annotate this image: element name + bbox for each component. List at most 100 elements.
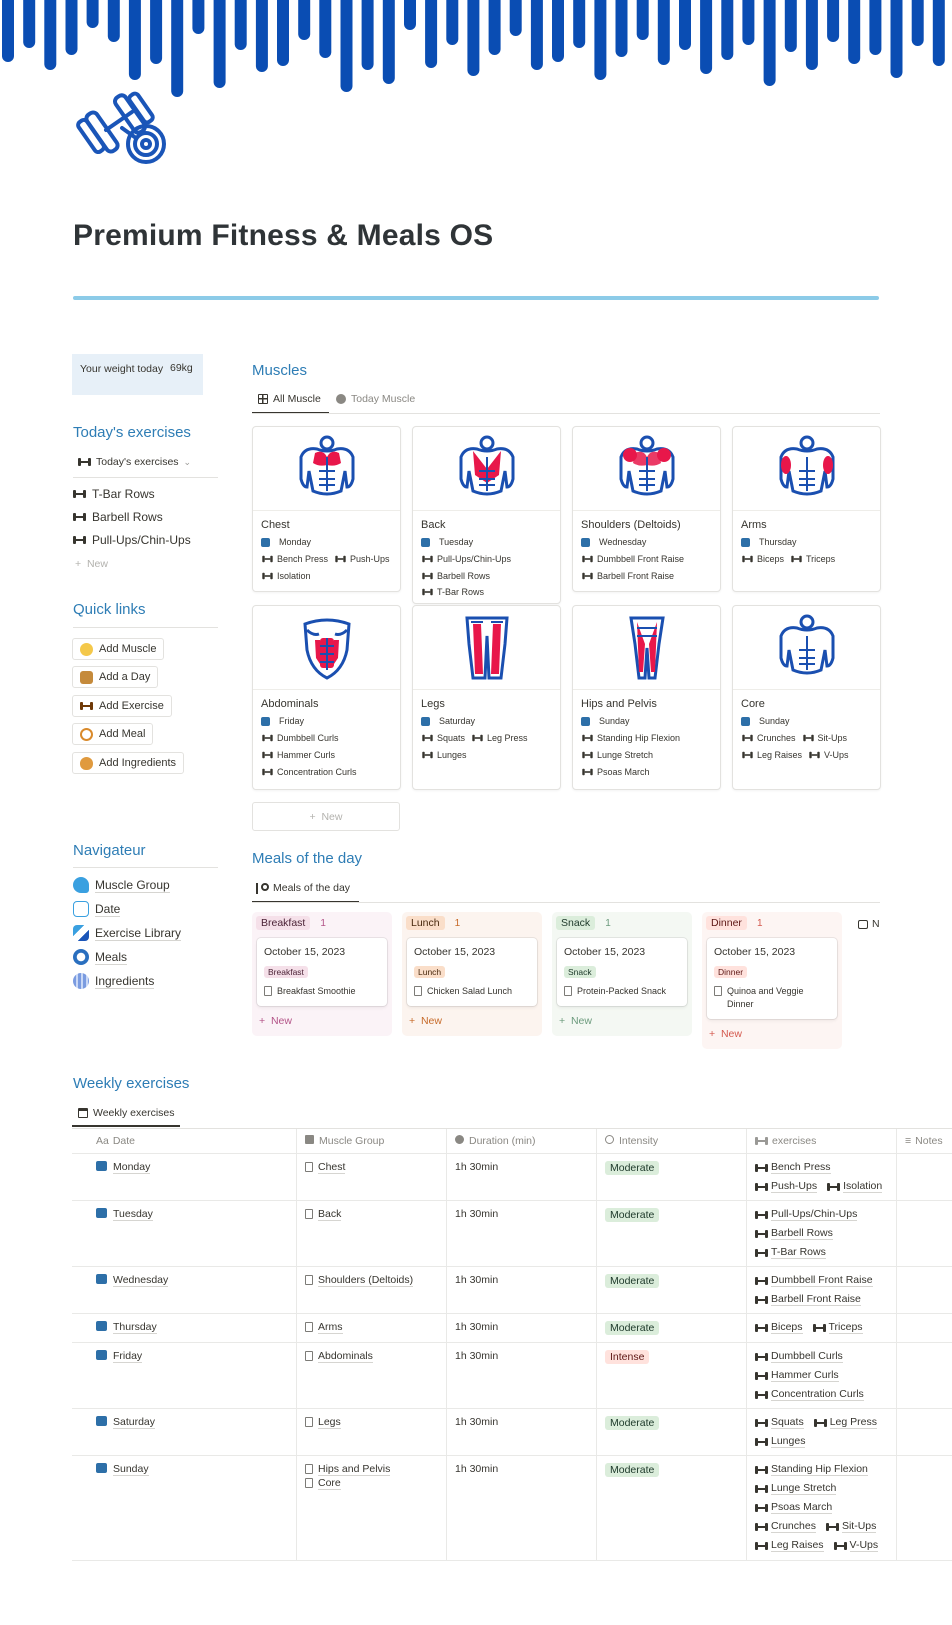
muscle-card[interactable]: Legs Saturday Squats Leg Press Lunges [412, 605, 561, 790]
nav-ingredients[interactable]: Ingredients [73, 973, 155, 989]
cell-exercises[interactable]: Dumbbell Curls Hammer Curls Concentration … [747, 1343, 897, 1408]
cell-exercises[interactable]: Biceps Triceps [747, 1314, 897, 1342]
cell-date[interactable]: Monday [72, 1154, 297, 1200]
muscle-card[interactable]: Core Sunday Crunches Sit-Ups Leg Raises V-Ups [732, 605, 881, 790]
exercise-chip[interactable]: Sit-Ups [802, 732, 847, 744]
relation-chip[interactable]: Core [305, 1477, 341, 1490]
col-header-exercises[interactable]: exercises [747, 1129, 897, 1153]
exercise-chip[interactable]: Pull-Ups/Chin-Ups [421, 553, 511, 565]
exercise-chip[interactable]: Hammer Curls [755, 1369, 839, 1382]
hidden-column-peek[interactable]: N [858, 918, 880, 930]
exercise-chip[interactable]: Push-Ups [755, 1180, 818, 1193]
table-row[interactable]: Tuesday Back 1h 30min Moderate Pull-Ups/Chin… [72, 1201, 952, 1267]
exercise-chip[interactable]: Lunge Stretch [581, 749, 653, 761]
exercise-chip[interactable]: Standing Hip Flexion [755, 1463, 868, 1476]
cell-notes[interactable] [897, 1409, 952, 1455]
relation-chip[interactable]: Legs [305, 1416, 341, 1429]
cell-intensity[interactable]: Moderate [597, 1314, 747, 1342]
cell-date[interactable]: Saturday [72, 1409, 297, 1455]
exercise-chip[interactable]: Dumbbell Curls [261, 732, 339, 744]
cell-notes[interactable] [897, 1456, 952, 1560]
cell-date[interactable]: Friday [72, 1343, 297, 1408]
tab-today-muscle[interactable]: Today Muscle [336, 393, 415, 405]
cell-muscle-group[interactable]: Arms [297, 1314, 447, 1342]
cell-exercises[interactable]: Pull-Ups/Chin-Ups Barbell Rows T-Bar Rows [747, 1201, 897, 1266]
exercise-chip[interactable]: Isolation [827, 1180, 883, 1193]
nav-meals[interactable]: Meals [73, 949, 128, 965]
tab-meals-of-the-day[interactable]: Meals of the day [256, 882, 350, 894]
cell-intensity[interactable]: Moderate [597, 1456, 747, 1560]
exercise-chip[interactable]: Triceps [790, 553, 835, 565]
cell-date[interactable]: Sunday [72, 1456, 297, 1560]
col-header-muscle-group[interactable]: Muscle Group [297, 1129, 447, 1153]
todays-exercises-view-tab[interactable]: Today's exercises ⌄ [78, 456, 191, 468]
today-exercise-new-button[interactable]: + New [75, 558, 108, 570]
cell-intensity[interactable]: Moderate [597, 1201, 747, 1266]
exercise-chip[interactable]: Barbell Front Raise [581, 570, 674, 582]
exercise-chip[interactable]: Crunches [741, 732, 796, 744]
cell-muscle-group[interactable]: Hips and Pelvis Core [297, 1456, 447, 1560]
cell-notes[interactable] [897, 1343, 952, 1408]
table-row[interactable]: Monday Chest 1h 30min Moderate Bench Press Pu… [72, 1154, 952, 1201]
exercise-chip[interactable]: Standing Hip Flexion [581, 732, 680, 744]
cell-duration[interactable]: 1h 30min [447, 1201, 597, 1266]
relation-chip[interactable]: Abdominals [305, 1350, 373, 1363]
muscle-card[interactable]: Shoulders (Deltoids) Wednesday Dumbbell Fr… [572, 426, 721, 592]
tab-all-muscle[interactable]: All Muscle [258, 393, 321, 405]
cell-date[interactable]: Thursday [72, 1314, 297, 1342]
cell-notes[interactable] [897, 1314, 952, 1342]
cell-duration[interactable]: 1h 30min [447, 1314, 597, 1342]
column-header[interactable]: Breakfast 1 [252, 912, 392, 934]
column-new-button[interactable]: + New [709, 1028, 742, 1040]
exercise-chip[interactable]: Pull-Ups/Chin-Ups [755, 1208, 858, 1221]
meal-card[interactable]: October 15, 2023 Lunch Chicken Salad Lunch [407, 938, 537, 1006]
muscle-card[interactable]: Hips and Pelvis Sunday Standing Hip Flexio… [572, 605, 721, 790]
relation-chip[interactable]: Hips and Pelvis [305, 1463, 391, 1476]
exercise-chip[interactable]: Push-Ups [334, 553, 390, 565]
muscle-card[interactable]: Back Tuesday Pull-Ups/Chin-Ups Barbell Rows… [412, 426, 561, 604]
exercise-chip[interactable]: Squats [421, 732, 465, 744]
exercise-chip[interactable]: V-Ups [833, 1539, 879, 1552]
exercise-chip[interactable]: Concentration Curls [261, 766, 357, 778]
cell-muscle-group[interactable]: Chest [297, 1154, 447, 1200]
table-row[interactable]: Thursday Arms 1h 30min Moderate Biceps Tricep… [72, 1314, 952, 1343]
exercise-chip[interactable]: Lunges [421, 749, 467, 761]
exercise-chip[interactable]: Hammer Curls [261, 749, 335, 761]
table-row[interactable]: Saturday Legs 1h 30min Moderate Squats Leg Pr… [72, 1409, 952, 1456]
cell-exercises[interactable]: Squats Leg Press Lunges [747, 1409, 897, 1455]
exercise-chip[interactable]: T-Bar Rows [755, 1246, 826, 1259]
exercise-chip[interactable]: Crunches [755, 1520, 816, 1533]
col-header-date[interactable]: Aa Date [72, 1129, 297, 1153]
exercise-chip[interactable]: Concentration Curls [755, 1388, 864, 1401]
col-header-duration[interactable]: Duration (min) [447, 1129, 597, 1153]
table-row[interactable]: Friday Abdominals 1h 30min Intense Dumbbell … [72, 1343, 952, 1409]
column-new-button[interactable]: + New [559, 1015, 592, 1027]
exercise-chip[interactable]: T-Bar Rows [421, 586, 484, 598]
add-day-button[interactable]: Add a Day [72, 666, 159, 688]
exercise-chip[interactable]: Biceps [755, 1321, 803, 1334]
nav-date[interactable]: Date [73, 901, 121, 917]
exercise-chip[interactable]: Isolation [261, 570, 311, 582]
cell-duration[interactable]: 1h 30min [447, 1343, 597, 1408]
exercise-chip[interactable]: Psoas March [581, 766, 650, 778]
meal-card[interactable]: October 15, 2023 Breakfast Breakfast Smoot… [257, 938, 387, 1006]
exercise-chip[interactable]: Leg Press [471, 732, 528, 744]
relation-chip[interactable]: Chest [305, 1161, 346, 1174]
exercise-chip[interactable]: Lunges [755, 1435, 806, 1448]
column-new-button[interactable]: + New [409, 1015, 442, 1027]
add-muscle-button[interactable]: Add Muscle [72, 638, 165, 660]
cell-intensity[interactable]: Moderate [597, 1154, 747, 1200]
muscle-card[interactable]: Arms Thursday Biceps Triceps [732, 426, 881, 592]
cell-exercises[interactable]: Dumbbell Front Raise Barbell Front Raise [747, 1267, 897, 1313]
exercise-chip[interactable]: Squats [755, 1416, 804, 1429]
exercise-chip[interactable]: Barbell Rows [421, 570, 490, 582]
exercise-chip[interactable]: Bench Press [755, 1161, 831, 1174]
exercise-chip[interactable]: Biceps [741, 553, 784, 565]
exercise-chip[interactable]: Dumbbell Curls [755, 1350, 843, 1363]
meal-item[interactable]: Chicken Salad Lunch [414, 985, 530, 998]
cell-intensity[interactable]: Moderate [597, 1409, 747, 1455]
add-ingredients-button[interactable]: Add Ingredients [72, 752, 185, 774]
today-exercise-item[interactable]: T-Bar Rows [73, 487, 155, 501]
exercise-chip[interactable]: Leg Raises [741, 749, 802, 761]
exercise-chip[interactable]: Leg Press [813, 1416, 877, 1429]
